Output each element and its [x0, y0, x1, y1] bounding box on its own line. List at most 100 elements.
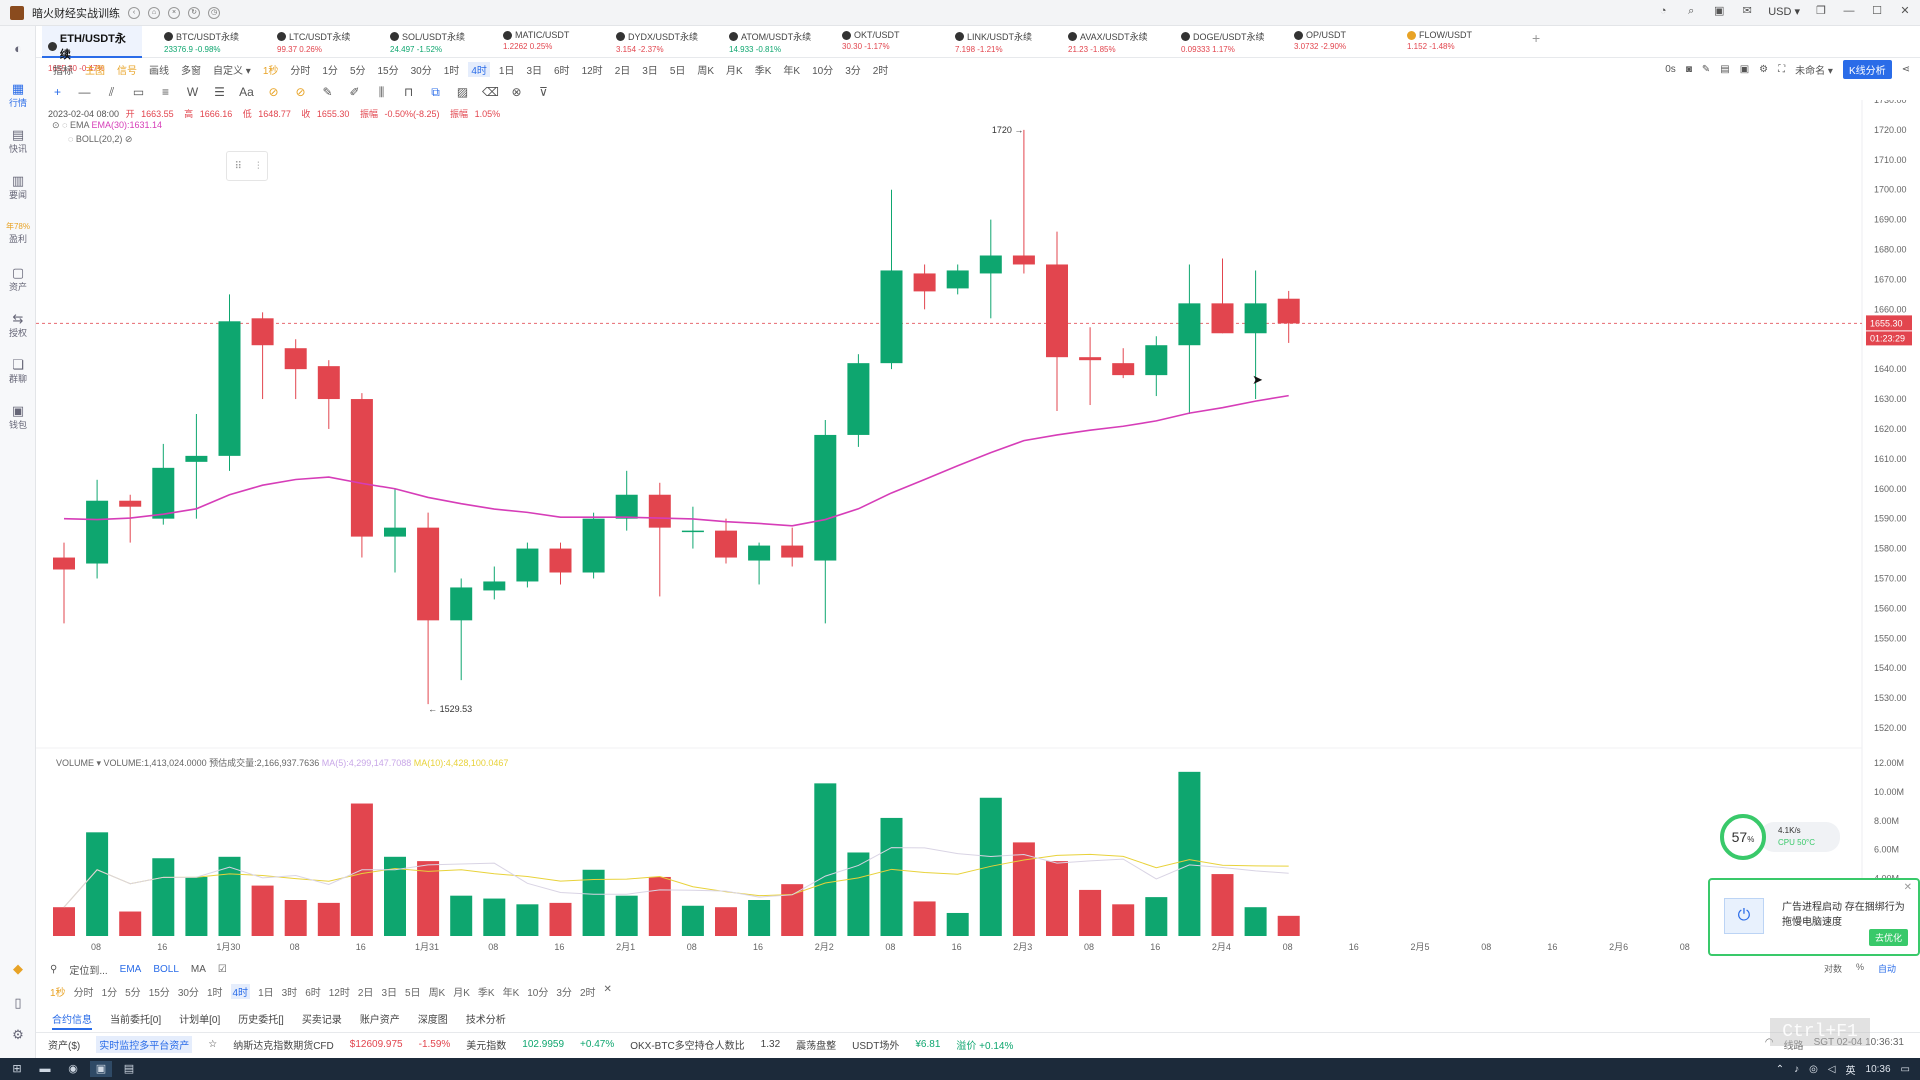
toolbar-item[interactable]: 分时 — [290, 65, 311, 77]
toolbar-item[interactable]: 12时 — [581, 65, 603, 77]
close-circle-icon[interactable]: × — [168, 6, 180, 19]
interval-item[interactable]: 1秒 — [50, 988, 66, 999]
close-window-icon[interactable]: ✕ — [1900, 5, 1910, 17]
currency-select[interactable]: USD ▾ — [1768, 5, 1800, 18]
minimize-icon[interactable]: — — [1843, 5, 1855, 17]
boll-toggle[interactable]: BOLL — [153, 964, 179, 975]
bottom-tab[interactable]: 账户资产 — [359, 1015, 400, 1026]
interval-display[interactable]: 0s — [1665, 64, 1676, 75]
eye-icon[interactable]: ◌ — [68, 134, 74, 144]
share-icon[interactable]: ⋖ — [1901, 64, 1910, 75]
interval-item[interactable]: 2时 — [579, 988, 596, 999]
back-icon[interactable]: ‹ — [128, 6, 140, 19]
floating-tool-panel[interactable]: ⠿ ⫶ — [226, 151, 268, 181]
ime-indicator[interactable]: 英 — [1845, 1065, 1856, 1077]
app-icon[interactable]: ▣ — [90, 1061, 112, 1077]
copy-icon[interactable]: ⧉ — [431, 84, 440, 99]
interval-item[interactable]: 15分 — [148, 988, 170, 999]
toolbar-item[interactable]: 自定义 ▾ — [213, 65, 251, 77]
optimize-button[interactable]: 去优化 — [1868, 929, 1908, 946]
interval-item[interactable]: 12时 — [328, 988, 350, 999]
ema-indicator-line[interactable]: ⊙ ◌ EMA EMA(30):1631.14 — [52, 120, 162, 131]
tab-op[interactable]: OP/USDT 3.0732 -2.90% — [1288, 26, 1388, 58]
toolbar-item[interactable]: 1时 — [443, 65, 460, 77]
toolbar-item[interactable]: 5日 — [669, 65, 686, 77]
layout-icon[interactable]: ▤ — [1720, 64, 1730, 75]
trash-icon[interactable]: ⌫ — [482, 85, 499, 99]
toolbar-item[interactable]: 15分 — [377, 65, 399, 77]
notification-icon[interactable]: ▭ — [1900, 1063, 1910, 1075]
hidden-eye-icon[interactable]: ⊘ — [124, 134, 133, 144]
close-icon[interactable]: ✕ — [1903, 882, 1912, 893]
toolbar-item[interactable]: 1日 — [498, 65, 515, 77]
tab-okt[interactable]: OKT/USDT 30.30 -1.17% — [836, 26, 936, 58]
browser-icon[interactable]: ◉ — [68, 1063, 78, 1075]
interval-item[interactable]: 5日 — [405, 988, 421, 999]
mail-icon[interactable]: ✉ — [1742, 5, 1752, 17]
drag-handle-icon[interactable]: ⠿ — [234, 160, 242, 172]
interval-item[interactable]: 30分 — [177, 988, 199, 999]
sidebar-item-market[interactable]: ▦ 行情 — [0, 72, 36, 118]
rectangle-icon[interactable]: ▭ — [132, 85, 145, 99]
interval-item[interactable]: 3日 — [381, 988, 397, 999]
interval-item[interactable]: ✕ — [603, 984, 612, 995]
windows-start-icon[interactable]: ⊞ — [12, 1063, 22, 1075]
toolbar-item[interactable]: 周K — [697, 65, 715, 77]
toolbar-item[interactable]: 3分 — [845, 65, 861, 77]
toolbar-item[interactable]: 季K — [754, 65, 772, 77]
tab-doge[interactable]: DOGE/USDT永续 0.09333 1.17% — [1175, 26, 1275, 58]
tab-dydx[interactable]: DYDX/USDT永续 3.154 -2.37% — [610, 26, 710, 58]
toolbar-item[interactable]: 10分 — [812, 65, 834, 77]
hline-icon[interactable]: — — [78, 85, 91, 99]
bars-icon[interactable]: ⫼ — [378, 84, 385, 99]
tab-avax[interactable]: AVAX/USDT永续 21.23 -1.85% — [1062, 26, 1162, 58]
tray-app-icon[interactable]: ◎ — [1809, 1063, 1818, 1075]
tray-up-icon[interactable]: ⌃ — [1775, 1063, 1785, 1075]
bottom-tab[interactable]: 当前委托[0] — [110, 1015, 162, 1026]
speaker-icon[interactable]: ◁ — [1827, 1063, 1836, 1075]
interval-item[interactable]: 1分 — [101, 988, 118, 999]
network-label[interactable]: 线路 — [1783, 1041, 1804, 1052]
tab-atom[interactable]: ATOM/USDT永续 14.933 -0.81% — [723, 26, 823, 58]
file-explorer-icon[interactable]: ▬ — [39, 1063, 51, 1075]
bell-icon[interactable]: ◔ — [1659, 5, 1667, 17]
refresh-icon[interactable]: ↻ — [188, 6, 200, 19]
interval-item[interactable]: 3时 — [281, 988, 298, 999]
volume-label[interactable]: VOLUME ▾ — [56, 758, 102, 768]
toolbar-item[interactable]: 4时 — [468, 61, 490, 77]
toolbar-item[interactable]: 指标 — [53, 65, 73, 77]
maximize-icon[interactable]: ☐ — [1872, 5, 1882, 17]
tab-ltc[interactable]: LTC/USDT永续 99.37 0.26% — [271, 26, 371, 58]
sidebar-item-headline[interactable]: ▥ 要闻 — [0, 164, 36, 210]
search-icon[interactable]: ⌕ — [1688, 5, 1695, 17]
interval-item[interactable]: 周K — [428, 988, 446, 999]
brush-icon[interactable]: ✎ — [322, 85, 333, 99]
bottom-tab[interactable]: 计划单[0] — [179, 1015, 221, 1026]
bottom-tab[interactable]: 技术分析 — [465, 1015, 506, 1026]
app2-icon[interactable]: ▤ — [123, 1063, 135, 1075]
candlestick-chart[interactable]: 1520.00 1530.00 1540.00 1550.00 1560.00 1570.… — [36, 100, 1920, 960]
layout-name-select[interactable]: 未命名 ▾ — [1795, 66, 1833, 77]
interval-item[interactable]: 年K — [502, 988, 520, 999]
ema-toggle[interactable]: EMA — [119, 964, 142, 975]
tab-btc[interactable]: BTC/USDT永续 23376.9 -0.98% — [158, 26, 258, 58]
log-scale-toggle[interactable]: 对数 — [1823, 964, 1842, 974]
restore-window-icon[interactable]: ❐ — [1816, 5, 1826, 17]
toolbar-item[interactable]: 3日 — [526, 65, 542, 77]
pen-icon[interactable]: ✎ — [1701, 64, 1711, 75]
tab-matic[interactable]: MATIC/USDT 1.2262 0.25% — [497, 26, 597, 58]
kline-analysis-button[interactable]: K线分析 — [1842, 60, 1892, 79]
interval-item[interactable]: 2日 — [357, 988, 374, 999]
edit-icon[interactable]: ▨ — [456, 85, 469, 99]
toolbar-item[interactable]: 3日 — [642, 65, 658, 77]
sidebar-item-news[interactable]: ▤ 快讯 — [0, 118, 36, 164]
sidebar-item-auth[interactable]: ⇆ 授权 — [0, 302, 36, 348]
ma-toggle[interactable]: MA — [190, 964, 206, 975]
percent-scale-toggle[interactable]: % — [1855, 962, 1864, 972]
interval-item[interactable]: 1日 — [258, 988, 274, 999]
text-icon[interactable]: Aa — [239, 85, 254, 99]
settings-icon[interactable]: ⚙ — [1759, 64, 1769, 75]
sidebar-settings[interactable]: ⚙ — [0, 1012, 36, 1058]
interval-item[interactable]: 分时 — [73, 988, 94, 999]
chart-type-icon[interactable]: ⫶ — [256, 160, 260, 172]
